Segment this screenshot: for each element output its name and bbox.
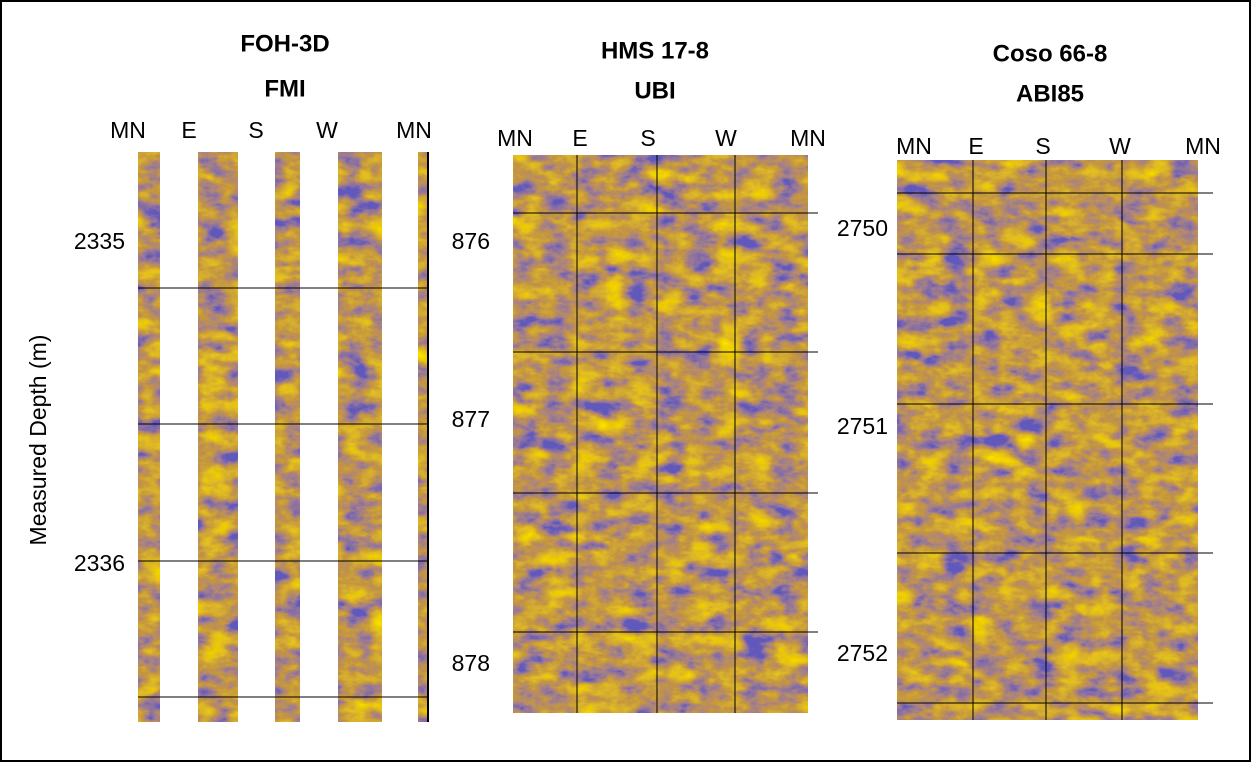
panel-title: Coso 66-8 (993, 40, 1108, 67)
azimuth-label: MN (497, 125, 533, 151)
azimuth-label: S (640, 125, 655, 151)
y-axis-label: Measured Depth (m) (25, 335, 51, 546)
azimuth-label: S (1035, 133, 1050, 159)
azimuth-label: MN (896, 133, 932, 159)
panel-title: ABI85 (1016, 80, 1084, 107)
panel-title: FOH-3D (240, 30, 329, 57)
image-log-strip (897, 160, 1198, 720)
image-log-strip (513, 155, 808, 713)
azimuth-label: E (968, 133, 983, 159)
panel-title: HMS 17-8 (601, 37, 709, 64)
azimuth-label: W (316, 117, 338, 143)
azimuth-label: W (1109, 133, 1131, 159)
depth-label: 878 (452, 650, 490, 676)
azimuth-label: E (181, 117, 196, 143)
depth-label: 876 (452, 228, 490, 254)
azimuth-label: W (715, 125, 737, 151)
azimuth-label: MN (110, 117, 146, 143)
depth-label: 877 (452, 406, 490, 432)
depth-label: 2750 (837, 215, 888, 241)
azimuth-label: MN (790, 125, 826, 151)
azimuth-label: MN (1185, 133, 1221, 159)
image-log-strip (275, 152, 300, 722)
azimuth-label: S (248, 117, 263, 143)
image-log-strip (418, 152, 428, 722)
image-log-strip (198, 152, 238, 722)
depth-label: 2751 (837, 413, 888, 439)
depth-label: 2336 (74, 550, 125, 576)
azimuth-label: E (572, 125, 587, 151)
panel-title: FMI (264, 75, 305, 102)
azimuth-label: MN (396, 117, 432, 143)
image-log-strip (138, 152, 160, 722)
depth-label: 2335 (74, 228, 125, 254)
depth-label: 2752 (837, 640, 888, 666)
panel-title: UBI (634, 77, 675, 104)
image-log-strip (338, 152, 382, 722)
